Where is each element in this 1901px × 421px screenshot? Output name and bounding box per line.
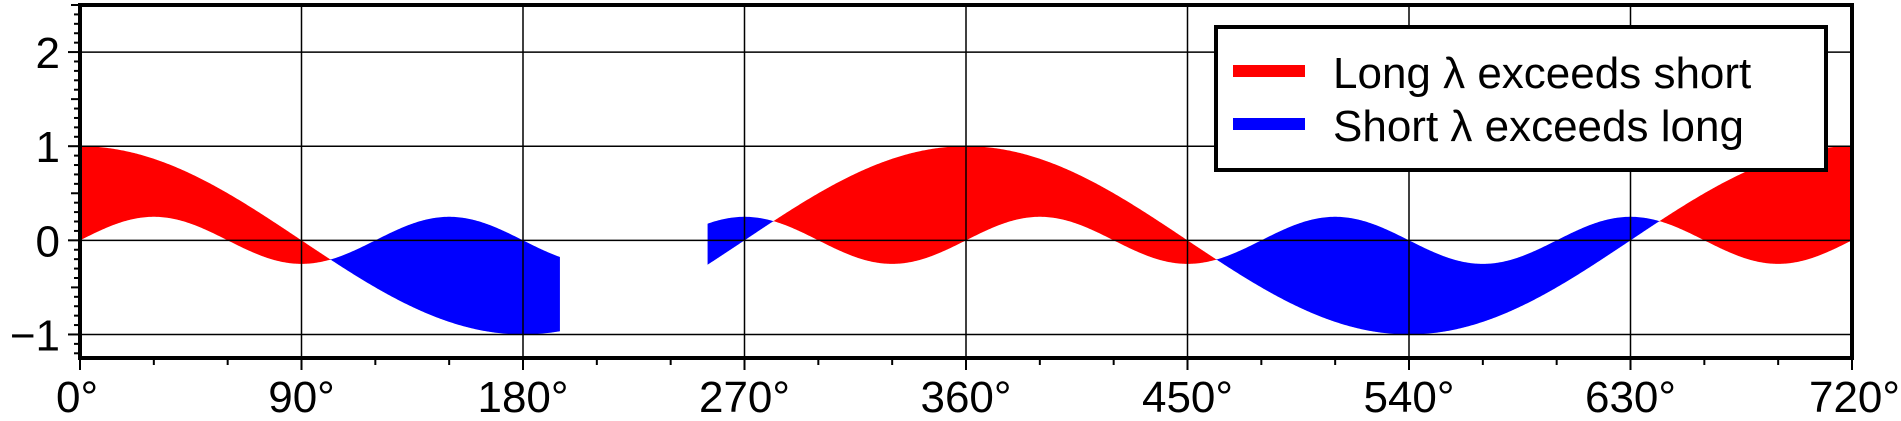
legend-label-long: Long λ exceeds short <box>1333 49 1751 98</box>
fill-long-exceeds <box>1658 146 1852 264</box>
x-tick-label: 90° <box>268 373 335 421</box>
y-tick-label: 2 <box>36 29 60 78</box>
x-tick-label: 270° <box>699 373 790 421</box>
x-tick-label: 0° <box>56 373 98 421</box>
x-tick-label: 540° <box>1363 373 1454 421</box>
x-tick-label: 360° <box>920 373 1011 421</box>
legend-box <box>1214 25 1828 172</box>
y-tick-label: −1 <box>10 311 60 360</box>
legend: Long λ exceeds short Short λ exceeds lon… <box>1214 25 1828 172</box>
x-tick-label: 720° <box>1809 373 1900 421</box>
x-tick-label: 180° <box>477 373 568 421</box>
legend-swatch-short <box>1233 118 1305 130</box>
tick-layer: 0° 90° 180° 270° 360° 450° 540° 630° 720° −1 0 1 2 <box>10 4 1900 421</box>
fill-long-exceeds <box>772 146 1218 264</box>
fill-long-exceeds <box>80 146 332 264</box>
y-tick-label: 1 <box>36 123 60 172</box>
fill-short-exceeds <box>1215 216 1661 335</box>
fill-layer <box>80 146 1852 335</box>
legend-swatch-long <box>1233 65 1305 77</box>
x-tick-label: 450° <box>1142 373 1233 421</box>
fill-short-exceeds <box>329 216 560 335</box>
legend-label-short: Short λ exceeds long <box>1333 102 1744 151</box>
y-tick-label: 0 <box>36 217 60 266</box>
x-tick-label: 630° <box>1585 373 1676 421</box>
